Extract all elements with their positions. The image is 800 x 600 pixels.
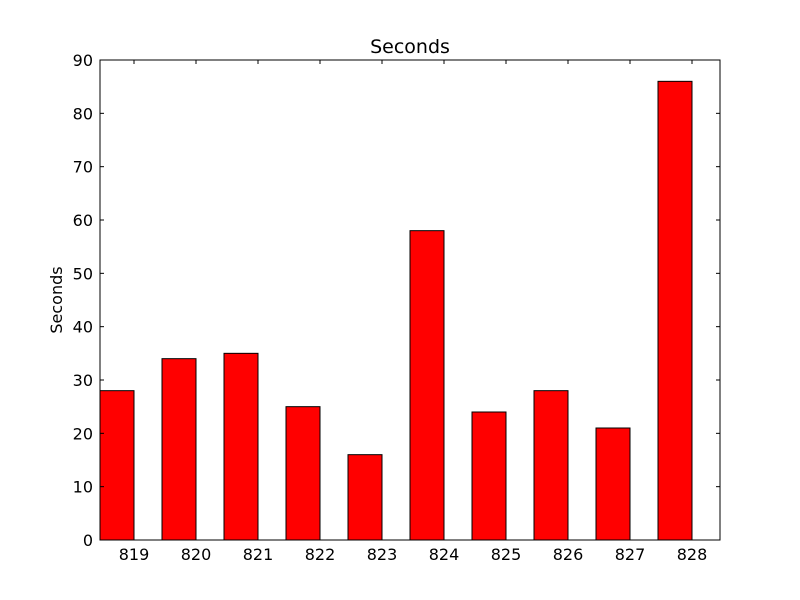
x-tick-label: 827 [615,545,646,564]
bar-826 [533,390,569,541]
bar-823 [347,454,383,541]
bar-822 [285,406,321,541]
x-tick-label: 820 [181,545,212,564]
y-tick-label: 90 [73,51,93,70]
y-tick-label: 0 [83,531,93,550]
x-tick-label: 823 [367,545,398,564]
y-tick-label: 60 [73,211,93,230]
x-tick-label: 821 [243,545,274,564]
y-tick-label: 40 [73,318,93,337]
x-tick-label: 828 [677,545,708,564]
bar-821 [223,352,259,541]
y-tick-label: 50 [73,264,93,283]
ticks-group: 819 820 821 822 823 824 825 826 827 828 0 10 20 30 40 5… [73,51,720,564]
bar-827 [595,427,631,541]
x-tick-label: 822 [305,545,336,564]
y-tick-label: 30 [73,371,93,390]
bars-group [99,80,693,541]
y-tick-label: 70 [73,158,93,177]
bar-828 [657,80,693,541]
chart-title: Seconds [370,36,450,58]
x-tick-label: 819 [119,545,150,564]
bar-820 [161,358,197,541]
y-tick-label: 10 [73,478,93,497]
x-tick-label: 825 [491,545,522,564]
bar-824 [409,230,445,541]
y-tick-label: 80 [73,104,93,123]
bar-819 [99,390,135,541]
y-axis-label: Seconds [47,266,66,333]
y-tick-label: 20 [73,424,93,443]
x-tick-label: 826 [553,545,584,564]
plot-frame [99,59,721,541]
x-tick-label: 824 [429,545,460,564]
bar-825 [471,411,507,541]
